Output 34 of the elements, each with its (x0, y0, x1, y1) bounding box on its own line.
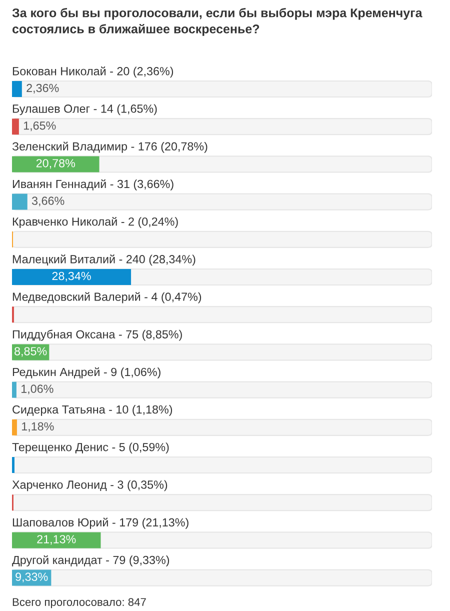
y-tick-label: Сидерка Татьяна - 10 (1,18%) (12, 405, 172, 416)
y-tick-label: Пиддубная Оксана - 75 (8,85%) (12, 330, 182, 341)
y-tick-label: Шаповалов Юрий - 179 (21,13%) (12, 518, 188, 529)
bar (12, 194, 28, 210)
bar (12, 532, 101, 548)
y-tick-label: Булашев Олег - 14 (1,65%) (12, 104, 157, 116)
text: Всего проголосовало: 847 (12, 598, 146, 608)
y-tick-label: Другой кандидат - 79 (9,33%) (12, 555, 170, 566)
chart-title: За кого бы вы проголосовали, если бы выборы мэра Кременчуга состоялись в ближайшее воскресенье? (12, 8, 422, 36)
bar (12, 419, 17, 436)
bar (12, 118, 19, 135)
y-tick-label: Бокован Николай - 20 (2,36%) (12, 66, 174, 78)
data-label: 1,18% (22, 422, 54, 432)
data-label: 2,36% (26, 84, 59, 94)
y-tick-label: Иванян Геннадий - 31 (3,66%) (12, 179, 174, 190)
y-tick-label: Зеленский Владимир - 176 (20,78%) (12, 142, 208, 153)
data-label: 1,06% (22, 384, 54, 394)
bar (12, 382, 16, 398)
data-label: 3,66% (32, 196, 64, 206)
y-tick-label: Кравченко Николай - 2 (0,24%) (12, 216, 178, 228)
data-label: 9,33% (16, 572, 48, 582)
y-tick-label: Терещенко Денис - 5 (0,59%) (12, 442, 169, 454)
y-tick-label: Харченко Леонид - 3 (0,35%) (12, 480, 168, 492)
data-label: 1,65% (24, 121, 56, 132)
data-label: 28,34% (52, 272, 91, 282)
data-label: 8,85% (14, 347, 47, 357)
bar (12, 156, 100, 172)
bar (12, 81, 22, 97)
bar (12, 269, 132, 285)
y-tick-label: Редькин Андрей - 9 (1,06%) (12, 367, 160, 378)
data-label: 20,78% (36, 159, 76, 169)
y-tick-label: Малецкий Виталий - 240 (28,34%) (12, 254, 196, 266)
y-tick-label: Медведовский Валерий - 4 (0,47%) (12, 292, 202, 304)
data-label: 21,13% (37, 535, 76, 545)
